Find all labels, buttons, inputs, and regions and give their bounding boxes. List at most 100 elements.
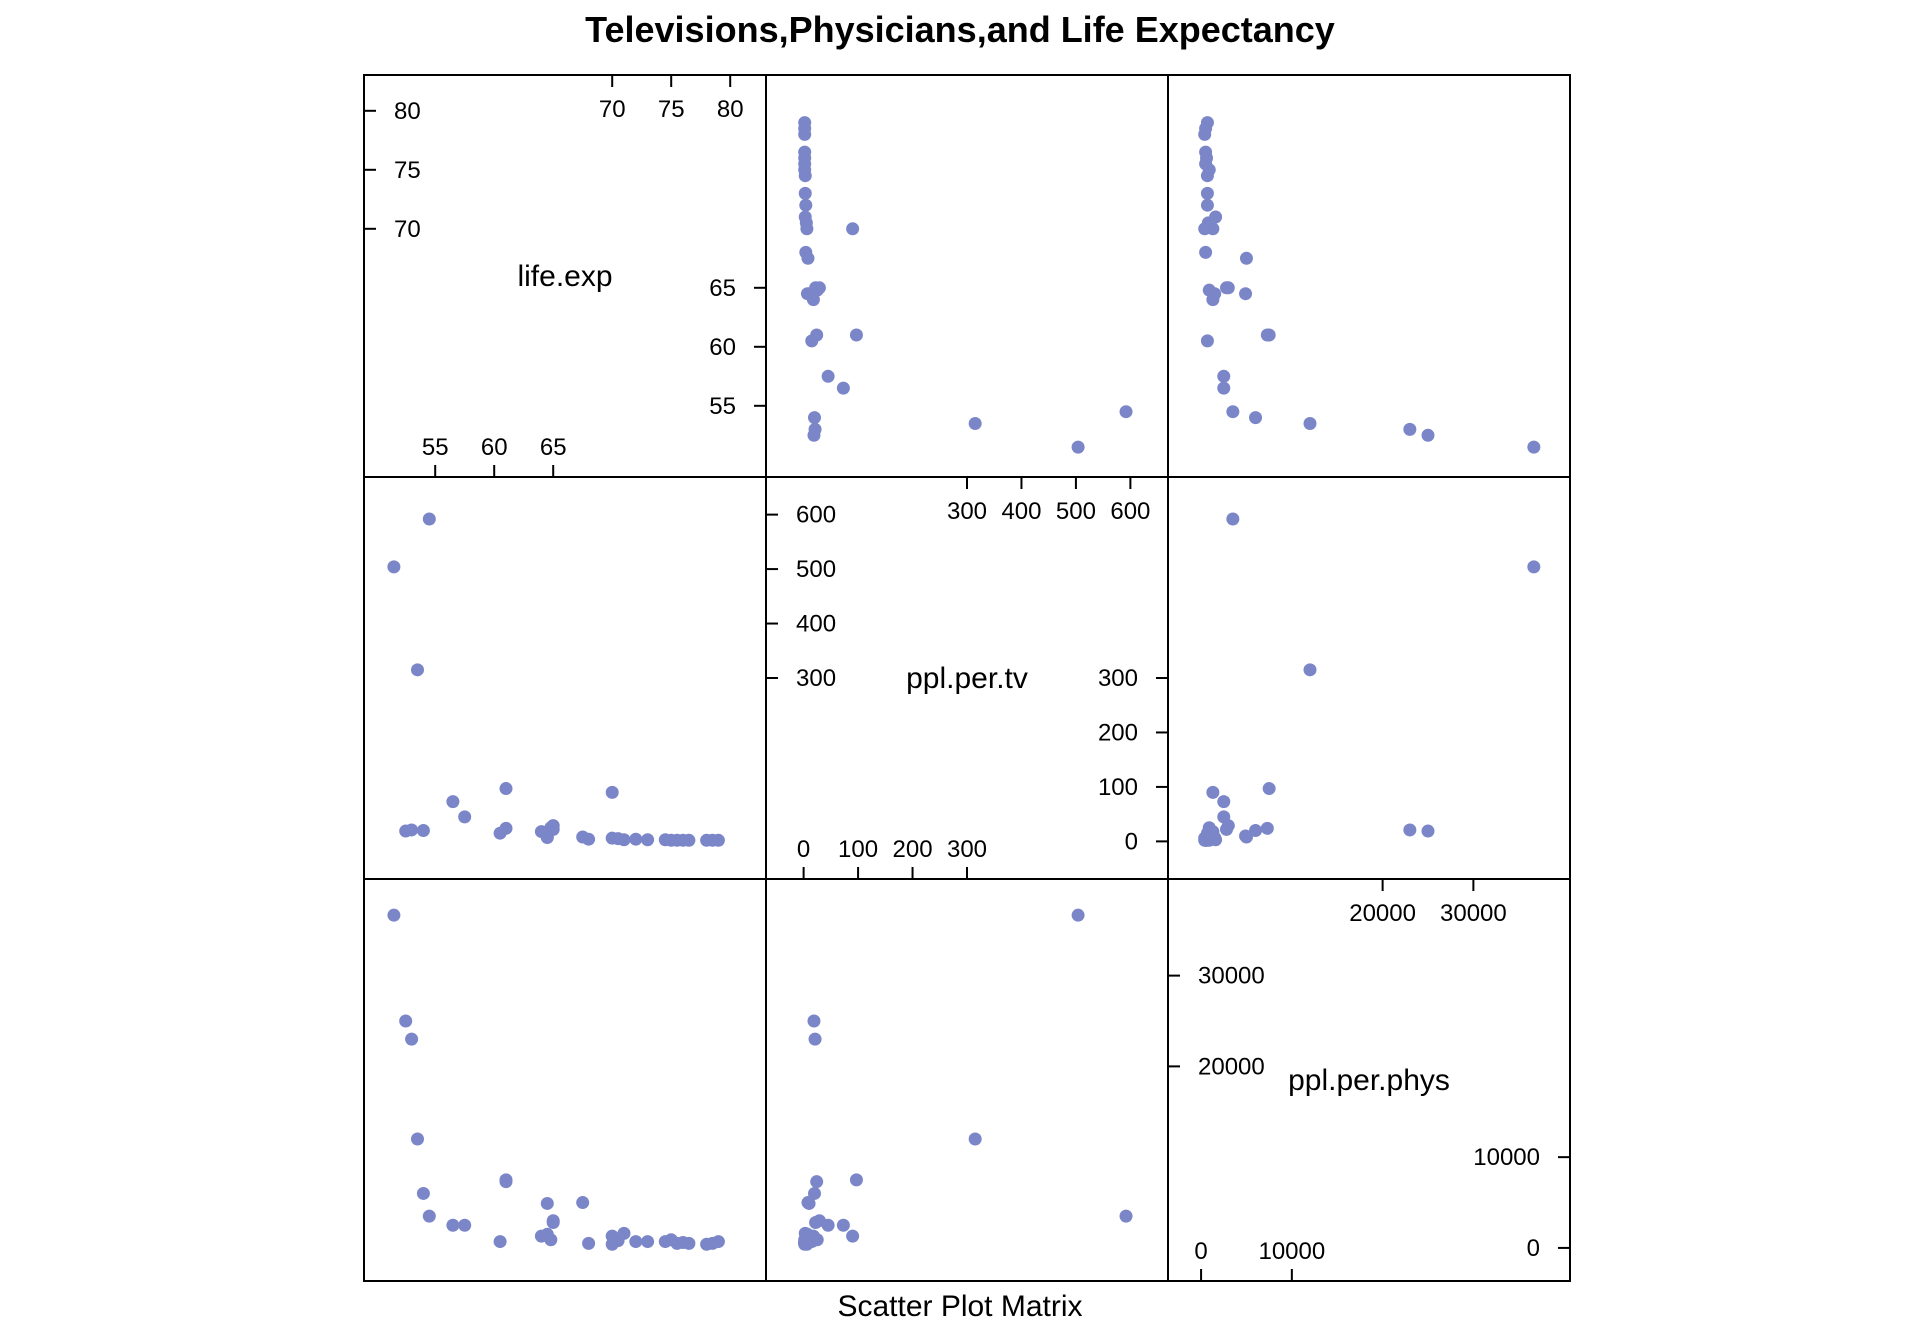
data-point xyxy=(499,821,513,835)
data-point xyxy=(1239,287,1253,301)
cell-r2-c1 xyxy=(363,476,767,880)
data-point xyxy=(798,186,812,200)
data-point xyxy=(1217,369,1231,383)
data-point xyxy=(810,328,824,342)
bottom-tick-label: 300 xyxy=(947,836,987,863)
data-point xyxy=(1403,422,1417,436)
data-point xyxy=(711,833,725,847)
data-point xyxy=(1527,440,1541,454)
x-axis-label: Scatter Plot Matrix xyxy=(837,1290,1082,1323)
data-point xyxy=(810,1233,824,1247)
cell-frame xyxy=(765,74,1169,478)
left-tick-label: 20000 xyxy=(1198,1053,1265,1080)
data-point xyxy=(846,222,860,236)
data-point xyxy=(387,560,401,574)
data-point xyxy=(799,245,813,259)
cell-r3-c2 xyxy=(765,878,1169,1282)
top-tick-label: 30000 xyxy=(1440,900,1507,927)
data-point xyxy=(405,1032,419,1046)
data-point xyxy=(582,1236,596,1250)
left-tick-label: 70 xyxy=(394,216,421,243)
data-point xyxy=(405,823,419,837)
right-tick-label: 300 xyxy=(1098,665,1138,692)
data-point xyxy=(1199,245,1213,259)
data-point xyxy=(849,328,863,342)
data-point xyxy=(1200,833,1214,847)
data-point xyxy=(1209,210,1223,224)
data-point xyxy=(798,145,812,159)
top-tick-label: 600 xyxy=(1110,498,1150,525)
data-point xyxy=(629,832,643,846)
matrix-cells: life.exp 55 60 65 70 75 80 70 75 80 55 60 65 ppl.per.… xyxy=(363,74,1571,1282)
right-tick-label: 60 xyxy=(709,334,736,361)
data-point xyxy=(810,283,824,297)
data-point xyxy=(576,1196,590,1210)
data-point xyxy=(808,411,822,425)
data-point xyxy=(1239,251,1253,265)
data-point xyxy=(1303,663,1317,677)
data-point xyxy=(1071,440,1085,454)
data-point xyxy=(846,1229,860,1243)
data-point xyxy=(1202,283,1216,297)
data-point xyxy=(1226,405,1240,419)
data-point xyxy=(808,1032,822,1046)
data-point xyxy=(836,381,850,395)
top-tick-label: 20000 xyxy=(1349,900,1416,927)
data-point xyxy=(617,833,631,847)
cell-frame xyxy=(1167,74,1571,478)
cell-frame xyxy=(1167,878,1571,1282)
right-tick-label: 55 xyxy=(709,393,736,420)
right-tick-label: 65 xyxy=(709,275,736,302)
data-point xyxy=(1303,417,1317,430)
data-point xyxy=(493,1235,507,1249)
right-tick-label: 0 xyxy=(1527,1235,1540,1262)
data-point xyxy=(711,1235,725,1249)
data-point xyxy=(682,1236,696,1250)
cell-r2-c2: ppl.per.tv 0 100 200 300 300 400 500 600 300 400 50… xyxy=(765,476,1169,880)
right-tick-label: 200 xyxy=(1098,719,1138,746)
data-point xyxy=(821,369,835,383)
right-tick-label: 10000 xyxy=(1473,1144,1540,1171)
data-point xyxy=(416,1186,430,1200)
bottom-tick-label: 100 xyxy=(838,836,878,863)
left-tick-label: 400 xyxy=(796,611,836,638)
data-point xyxy=(446,1218,460,1232)
bottom-tick-label: 10000 xyxy=(1258,1238,1325,1265)
data-point xyxy=(540,1196,554,1210)
cell-r1-c3 xyxy=(1167,74,1571,478)
data-point xyxy=(1200,186,1214,200)
data-point xyxy=(1202,821,1216,835)
data-point xyxy=(798,1235,812,1249)
data-point xyxy=(1217,795,1231,809)
data-point xyxy=(1260,328,1274,342)
data-point xyxy=(1200,116,1214,130)
data-point xyxy=(399,1014,413,1028)
cell-r1-c2 xyxy=(765,74,1169,478)
data-point xyxy=(968,1132,982,1146)
data-point xyxy=(1071,908,1085,922)
top-tick-label: 70 xyxy=(599,96,626,123)
data-point xyxy=(411,663,424,677)
cell-r3-c3: ppl.per.phys 0 10000 20000 30000 20000 30000 0 1… xyxy=(1167,878,1571,1282)
data-point xyxy=(808,1186,822,1200)
left-tick-label: 75 xyxy=(394,157,421,184)
variable-name-label: ppl.per.phys xyxy=(1288,1064,1450,1097)
variable-name-label: life.exp xyxy=(517,260,612,293)
data-point xyxy=(810,1175,824,1189)
data-point xyxy=(682,833,696,847)
data-point xyxy=(1119,1209,1133,1223)
data-point xyxy=(446,795,460,809)
data-point xyxy=(1260,821,1274,835)
cell-r1-c1: life.exp 55 60 65 70 75 80 70 75 80 55 60 65 xyxy=(363,74,767,478)
data-point xyxy=(1421,428,1435,442)
bottom-tick-label: 60 xyxy=(481,434,508,461)
data-point xyxy=(422,1209,436,1223)
data-point xyxy=(849,1173,863,1187)
data-point xyxy=(968,417,982,430)
data-point xyxy=(812,1214,826,1228)
top-tick-label: 80 xyxy=(717,96,744,123)
data-point xyxy=(458,1218,472,1232)
data-point xyxy=(582,832,596,846)
data-point xyxy=(799,198,813,212)
